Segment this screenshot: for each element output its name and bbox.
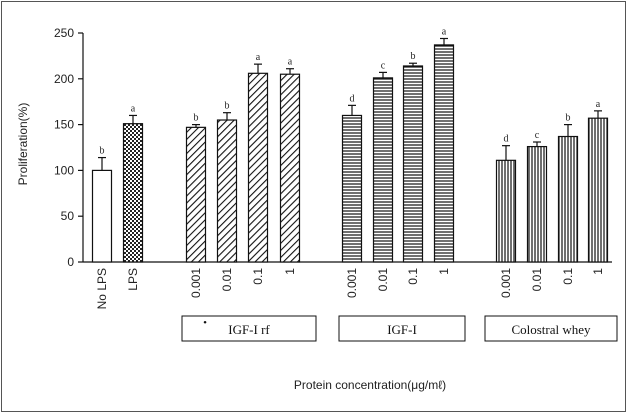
x-tick-label: 0.001 xyxy=(499,268,513,298)
significance-letter: d xyxy=(504,134,509,145)
y-tick-label: 50 xyxy=(61,209,75,223)
bar xyxy=(185,126,207,263)
group-label-box xyxy=(484,315,618,342)
x-tick-label: 0.01 xyxy=(530,268,544,292)
y-tick-label: 250 xyxy=(54,26,74,40)
bar xyxy=(526,145,548,263)
bar xyxy=(495,159,517,263)
x-tick-label: 0.1 xyxy=(251,268,265,285)
y-axis-title: Proliferation(%) xyxy=(16,103,30,186)
group-label: IGF-I rf xyxy=(228,322,270,337)
group-label-box xyxy=(181,315,317,342)
bar xyxy=(372,77,394,263)
group-label-dot: • xyxy=(203,317,207,329)
bar xyxy=(587,117,609,263)
bar xyxy=(122,123,144,263)
y-tick-label: 150 xyxy=(54,118,74,132)
significance-letter: a xyxy=(131,103,136,114)
x-tick-labels: No LPS LPS 0.001 0.01 0.1 1 0.001 0.01 0.1 1 0.001… xyxy=(95,268,605,310)
x-tick-label: No LPS xyxy=(95,268,109,309)
group-label: Colostral whey xyxy=(511,322,591,337)
x-tick-label: 1 xyxy=(283,268,297,275)
significance-letter: a xyxy=(596,99,601,110)
y-tick-label: 200 xyxy=(54,72,74,86)
significance-letter: d xyxy=(350,93,355,104)
significance-letter: a xyxy=(256,52,261,63)
bar xyxy=(433,44,455,263)
x-tick-label: 0.1 xyxy=(561,268,575,285)
x-tick-label: 0.01 xyxy=(220,268,234,292)
significance-letter: b xyxy=(100,146,105,157)
x-tick-label: 1 xyxy=(437,268,451,275)
group-labels: IGF-I rf • IGF-I Colostral whey xyxy=(181,315,618,342)
bar xyxy=(279,73,301,263)
bar xyxy=(341,114,363,263)
significance-letter: c xyxy=(535,130,540,141)
bar xyxy=(402,65,424,263)
x-tick-label: 0.001 xyxy=(189,268,203,298)
group-label-box xyxy=(338,315,466,342)
bars: b a b b a a d c b a d c b a xyxy=(91,26,609,263)
significance-letter: c xyxy=(381,60,386,71)
x-tick-label: 0.01 xyxy=(376,268,390,292)
bar xyxy=(247,72,269,263)
bar xyxy=(557,135,579,263)
y-tick-label: 100 xyxy=(54,163,74,177)
significance-letter: b xyxy=(411,51,416,62)
y-tick-label: 0 xyxy=(67,255,74,269)
significance-letter: b xyxy=(566,113,571,124)
significance-letter: a xyxy=(442,26,447,37)
significance-letter: b xyxy=(194,113,199,124)
x-tick-label: 0.001 xyxy=(345,268,359,298)
bar xyxy=(91,169,113,263)
bar xyxy=(216,119,238,263)
x-tick-label: 1 xyxy=(591,268,605,275)
x-axis-title: Protein concentration(μg/mℓ) xyxy=(294,378,446,392)
significance-letter: b xyxy=(225,101,230,112)
significance-letter: a xyxy=(288,57,293,68)
group-label: IGF-I xyxy=(387,322,417,337)
x-tick-label: 0.1 xyxy=(406,268,420,285)
x-tick-label: LPS xyxy=(126,268,140,291)
